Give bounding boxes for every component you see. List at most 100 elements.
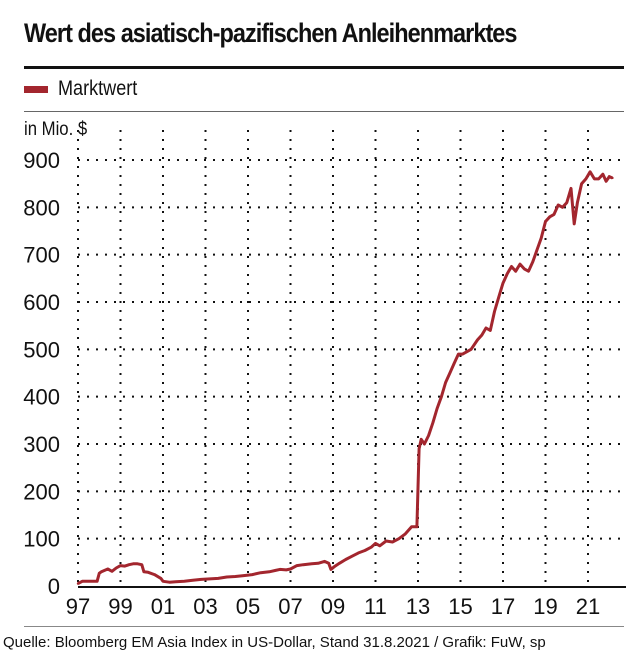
y-tick-label-0: 0	[48, 574, 60, 599]
data-point	[123, 564, 126, 568]
data-point	[535, 248, 539, 252]
data-point	[572, 222, 576, 226]
data-point	[588, 170, 592, 174]
data-point	[115, 566, 118, 570]
data-point	[100, 570, 103, 573]
data-point	[191, 579, 194, 582]
data-point	[302, 563, 305, 566]
data-point	[174, 580, 177, 583]
y-tick-label-600: 600	[23, 290, 60, 315]
x-tick-label-97: 97	[66, 594, 90, 619]
data-point	[161, 580, 165, 583]
y-axis-ticks: 0 100 200 300 400 500 600 700 800 900	[23, 148, 60, 599]
data-point	[501, 281, 505, 285]
data-point	[565, 201, 568, 204]
legend-divider	[24, 111, 624, 112]
data-point	[127, 563, 131, 566]
x-tick-label-01: 01	[151, 594, 175, 619]
y-axis-unit-label: in Mio. $	[24, 119, 88, 140]
data-point	[608, 175, 611, 178]
y-tick-label-900: 900	[23, 148, 60, 173]
data-point	[484, 326, 488, 330]
y-tick-label-700: 700	[23, 243, 60, 268]
data-point	[489, 329, 492, 332]
data-point	[548, 215, 551, 218]
x-tick-label-05: 05	[236, 594, 260, 619]
data-point	[234, 575, 237, 578]
legend: Marktwert	[24, 76, 150, 102]
data-point	[461, 352, 464, 356]
data-point	[391, 540, 394, 544]
data-point	[427, 434, 430, 437]
data-point	[106, 567, 109, 571]
x-tick-label-99: 99	[108, 594, 132, 619]
data-point	[417, 447, 421, 450]
legend-swatch-marktwert	[24, 85, 48, 93]
y-tick-label-400: 400	[23, 385, 60, 410]
data-point	[510, 265, 513, 268]
data-point	[593, 177, 596, 181]
data-point	[576, 201, 579, 204]
series-points-marktwert	[76, 170, 614, 585]
data-point	[431, 421, 435, 424]
data-point	[274, 569, 277, 572]
data-point	[410, 525, 413, 529]
data-point	[136, 562, 139, 565]
x-tick-label-11: 11	[364, 594, 387, 619]
data-point	[457, 352, 460, 356]
data-point	[423, 442, 426, 446]
data-point	[415, 525, 419, 529]
data-point	[497, 296, 500, 299]
data-point	[531, 260, 534, 263]
data-point	[140, 563, 143, 566]
data-point	[327, 562, 330, 565]
data-point	[76, 582, 80, 585]
data-point	[316, 562, 320, 565]
data-point	[493, 310, 496, 313]
source-note: Quelle: Bloomberg EM Asia Index in US-Do…	[3, 634, 546, 651]
data-point	[168, 581, 171, 584]
data-point	[259, 571, 262, 574]
data-point	[251, 573, 254, 576]
data-point	[242, 574, 245, 577]
data-point	[268, 570, 271, 573]
data-point	[310, 562, 313, 565]
chart-title: Wert des asiatisch-pazifischen Anleihenm…	[24, 18, 517, 48]
data-point	[397, 537, 401, 540]
data-point	[506, 272, 509, 275]
data-point	[597, 177, 600, 181]
data-point	[81, 580, 84, 583]
title-divider	[24, 66, 624, 69]
data-point	[523, 267, 526, 271]
data-point	[452, 362, 456, 365]
data-point	[404, 532, 407, 536]
y-tick-label-800: 800	[23, 195, 60, 220]
data-point	[344, 558, 347, 561]
data-point	[480, 333, 483, 337]
data-point	[469, 348, 473, 351]
data-point	[540, 236, 543, 240]
data-point	[363, 549, 367, 552]
data-point	[544, 220, 547, 223]
x-tick-label-21: 21	[576, 594, 600, 619]
data-point	[98, 572, 101, 575]
data-point	[285, 568, 288, 572]
data-point	[146, 571, 150, 574]
data-point	[518, 262, 522, 266]
data-point	[580, 182, 583, 185]
data-point	[476, 338, 479, 342]
data-point	[278, 568, 282, 571]
data-point	[208, 577, 211, 581]
x-tick-label-07: 07	[278, 594, 302, 619]
data-point	[419, 438, 423, 441]
y-tick-label-300: 300	[23, 432, 60, 457]
data-point	[159, 577, 163, 580]
data-point	[200, 578, 203, 581]
data-point	[217, 577, 220, 580]
y-tick-label-200: 200	[23, 479, 60, 504]
data-point	[448, 371, 452, 375]
data-point	[435, 407, 439, 410]
data-point	[384, 539, 388, 543]
gridlines	[77, 130, 626, 586]
x-tick-label-19: 19	[533, 594, 557, 619]
